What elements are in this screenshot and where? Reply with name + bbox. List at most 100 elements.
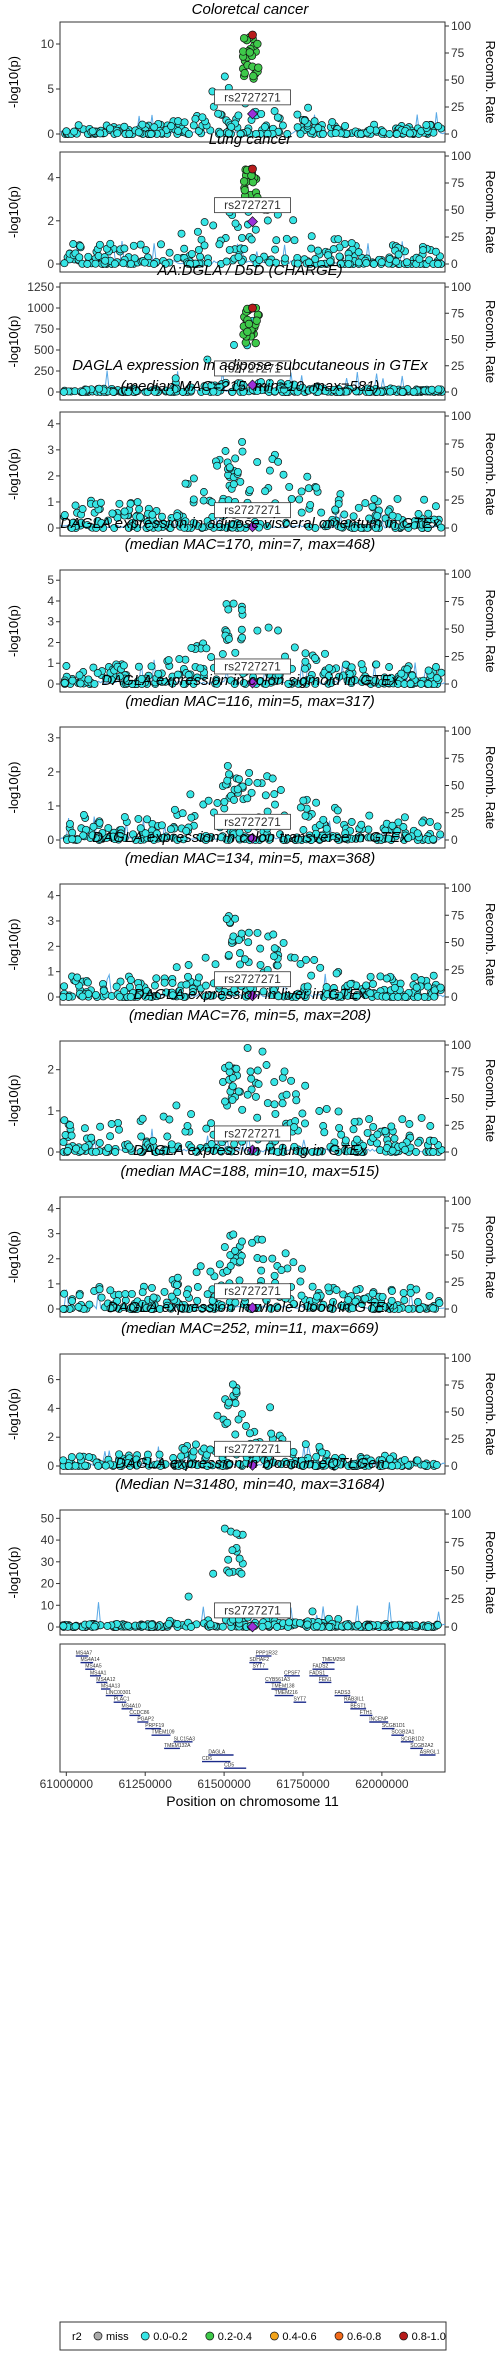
snp-point [236,477,245,486]
snp-point-ld [244,319,254,329]
y2-axis-label: Recomb. Rate [483,1531,498,1614]
snp-point [321,649,329,658]
snp-point [327,678,336,687]
snp-point [418,818,427,827]
snp-point [127,1289,136,1298]
snp-point [304,484,313,493]
snp-point [239,387,248,396]
snp-point [309,385,318,394]
y-axis-label: -log10(p) [6,761,21,813]
snp-point [267,1429,276,1438]
snp-point [405,129,414,138]
y2-tick-label: 25 [451,1118,465,1132]
snp-point [337,1130,346,1139]
snp-point [227,122,236,131]
snp-point [78,992,87,1001]
snp-point [412,1148,420,1156]
snp-point [203,355,212,364]
snp-point [234,252,243,261]
legend-label: 0.0-0.2 [153,2331,187,2343]
snp-point [253,1066,262,1075]
legend-swatch [205,2331,215,2341]
y-tick-label: 1 [47,495,54,509]
snp-point [293,259,302,268]
snp-point [368,1289,377,1298]
lead-snp-marker [247,379,258,391]
snp-point [182,1290,191,1299]
snp-point [296,1277,305,1286]
snp-point [394,250,403,259]
snp-point [434,385,443,394]
snp-point [387,1122,396,1131]
y2-tick-label: 75 [451,595,465,609]
snp-point [145,522,154,531]
snp-point [194,973,203,982]
snp-point-ld [254,63,263,72]
snp-point [243,794,252,803]
snp-point [221,378,230,387]
snp-point [317,508,326,517]
snp-point [214,109,223,118]
snp-point [366,972,375,981]
snp-point [347,239,356,248]
snp-point [388,1287,396,1295]
gene-label: DAGLA [208,1750,226,1756]
y-tick-label: 2 [47,765,54,779]
snp-point [114,1290,123,1299]
y-tick-label: 500 [34,343,54,357]
snp-point [406,679,415,688]
snp-point [223,761,232,770]
snp-point [341,121,350,130]
snp-point [236,1257,245,1266]
snp-point [134,814,143,823]
snp-point [200,241,209,250]
gene-label: CYB561A3 [265,1677,290,1683]
snp-point [394,993,402,1001]
snp-point [184,961,193,969]
snp-point [107,1120,116,1128]
snp-point [204,796,213,805]
snp-point [238,1105,247,1114]
snp-point [173,670,182,679]
y-tick-label: 30 [41,1555,55,1569]
snp-point [136,240,145,249]
gene-label: TMEM132A [164,1743,191,1749]
snp-point [220,804,229,813]
snp-point [362,259,371,268]
snp-point [262,1061,271,1069]
legend-swatch [140,2331,150,2341]
snp-point [417,680,426,688]
snp-point [331,505,340,514]
y-tick-label: 0 [47,1145,54,1159]
legend: r2 miss 0.0-0.2 0.2-0.4 0.4-0.6 0.6-0.8 0.8-1.… [59,2321,447,2351]
snp-point [120,813,129,822]
snp-point [161,259,170,268]
snp-point [81,1461,90,1470]
y-tick-label: 4 [47,1202,54,1216]
y2-tick-label: 0 [451,1620,458,1634]
x-tick-label: 61250000 [119,1777,173,1791]
gene-label: MS4A7 [76,1651,93,1657]
snp-point [420,1461,429,1470]
y2-tick-label: 0 [451,385,458,399]
y-tick-label: 0 [47,677,54,691]
snp-point [304,103,313,112]
snp-point [213,799,222,807]
snp-point [224,634,233,643]
lead-snp-label: rs2727271 [224,1284,281,1298]
gene-label: SDHAF2 [249,1657,269,1663]
gene-label: CD5 [224,1763,234,1769]
snp-point [263,1099,272,1108]
snp-point [215,382,224,391]
snp-point [316,963,325,972]
gene-label: MS4A10 [122,1703,141,1709]
snp-point [340,510,349,519]
snp-point [224,1398,233,1407]
lead-snp-label: rs2727271 [224,1603,281,1617]
snp-point [206,1267,215,1276]
snp-point [293,123,302,132]
snp-point [257,109,266,118]
snp-point [429,971,438,980]
snp-point [278,1073,287,1082]
snp-point [271,1109,280,1118]
